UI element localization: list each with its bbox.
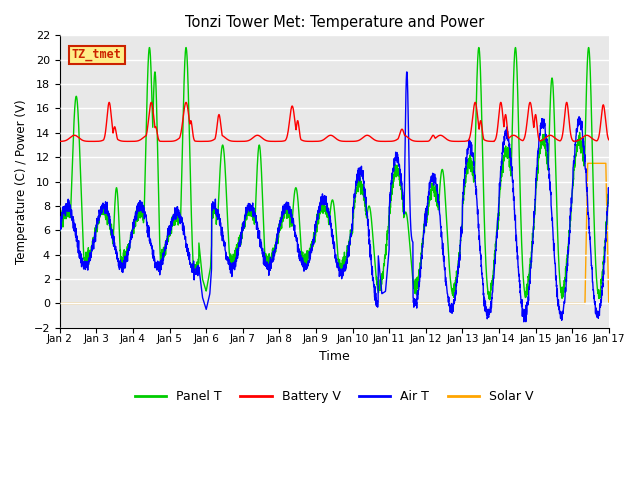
Text: TZ_tmet: TZ_tmet bbox=[72, 48, 122, 61]
Title: Tonzi Tower Met: Temperature and Power: Tonzi Tower Met: Temperature and Power bbox=[184, 15, 484, 30]
X-axis label: Time: Time bbox=[319, 349, 349, 363]
Legend: Panel T, Battery V, Air T, Solar V: Panel T, Battery V, Air T, Solar V bbox=[130, 385, 539, 408]
Y-axis label: Temperature (C) / Power (V): Temperature (C) / Power (V) bbox=[15, 99, 28, 264]
